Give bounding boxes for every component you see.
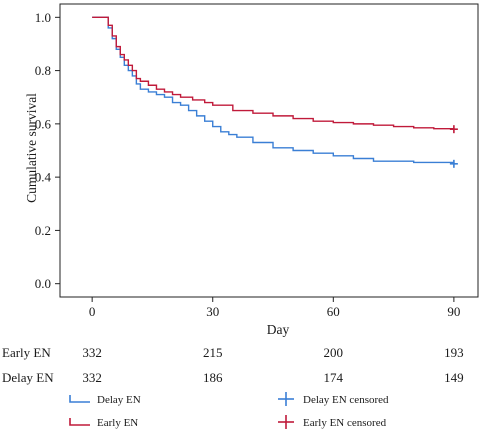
plot-border (59, 3, 479, 298)
x-tick-label: 60 (327, 304, 340, 319)
series-line-delay-en (92, 16, 455, 164)
series-layer (92, 16, 458, 168)
risk-count: 200 (324, 345, 344, 360)
legend-label: Early EN (97, 417, 138, 429)
legend-label: Delay EN censored (303, 394, 389, 406)
legend-item: Early EN (69, 417, 138, 429)
legend-step-icon (69, 395, 90, 403)
plot-frame (59, 3, 479, 298)
x-tick-label: 90 (447, 304, 460, 319)
y-tick-label: 0.4 (35, 170, 52, 185)
legend-item: Delay EN censored (278, 392, 389, 406)
censor-mark-early-en (449, 125, 458, 134)
risk-count: 332 (82, 345, 102, 360)
legend-item: Delay EN (69, 394, 141, 406)
legend: Delay EN Delay EN censored Early EN Early E… (69, 392, 389, 429)
x-axis-title: Day (267, 322, 290, 337)
legend-censor-icon (278, 415, 294, 429)
y-axis-ticks: 0.0 0.2 0.4 0.6 0.8 1.0 (35, 10, 60, 291)
x-tick-label: 0 (89, 304, 96, 319)
y-tick-label: 0.0 (35, 276, 51, 291)
legend-label: Delay EN (97, 394, 141, 406)
x-tick-label: 30 (206, 304, 219, 319)
legend-censor-icon (278, 392, 294, 406)
series-line-early-en (92, 16, 455, 130)
risk-count: 174 (324, 370, 344, 385)
y-tick-label: 0.6 (35, 116, 52, 131)
y-tick-label: 0.2 (35, 223, 51, 238)
risk-table: Early EN 332 215 200 193 Delay EN 332 186 174 149 (2, 345, 464, 385)
y-tick-label: 1.0 (35, 10, 51, 25)
legend-label: Early EN censored (303, 417, 387, 429)
risk-row-label: Delay EN (2, 370, 54, 385)
risk-count: 332 (82, 370, 102, 385)
censor-mark-delay-en (449, 159, 458, 168)
risk-row-label: Early EN (2, 345, 51, 360)
legend-item: Early EN censored (278, 415, 387, 429)
x-axis-ticks: 0 30 60 90 (89, 297, 460, 319)
risk-count: 149 (444, 370, 464, 385)
legend-step-icon (69, 418, 90, 426)
y-axis-title: Cumulative survival (24, 93, 39, 203)
risk-count: 215 (203, 345, 223, 360)
y-tick-label: 0.8 (35, 63, 51, 78)
risk-count: 193 (444, 345, 464, 360)
risk-count: 186 (203, 370, 223, 385)
